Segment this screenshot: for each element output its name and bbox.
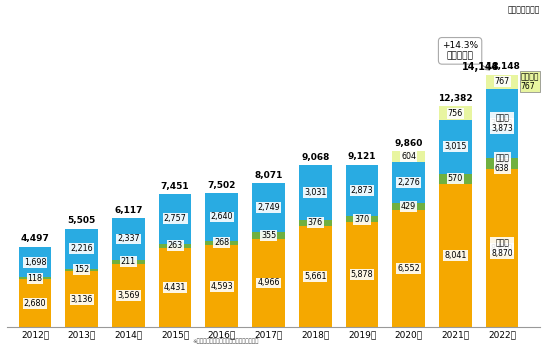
Text: 7,502: 7,502 xyxy=(208,181,236,190)
Bar xyxy=(206,245,238,327)
Text: 268: 268 xyxy=(214,238,229,247)
Text: 14,148: 14,148 xyxy=(485,62,520,71)
Bar xyxy=(159,194,191,244)
Text: 4,431: 4,431 xyxy=(164,283,186,292)
Text: 355: 355 xyxy=(261,231,276,240)
Bar xyxy=(65,268,98,271)
Text: 767: 767 xyxy=(494,77,510,86)
Bar xyxy=(19,247,51,277)
Text: 4,497: 4,497 xyxy=(20,235,50,244)
Text: 152: 152 xyxy=(74,265,89,274)
Bar xyxy=(392,151,425,162)
Text: 9,860: 9,860 xyxy=(394,139,423,148)
Bar xyxy=(112,264,145,327)
Text: 4,966: 4,966 xyxy=(257,279,280,288)
Bar xyxy=(392,162,425,203)
Text: 3,873: 3,873 xyxy=(491,119,513,128)
Bar xyxy=(439,120,472,174)
Text: 756: 756 xyxy=(448,109,463,118)
Text: 604: 604 xyxy=(401,152,416,161)
Text: 570: 570 xyxy=(448,174,463,183)
Text: 少額貨物
767: 少額貨物 767 xyxy=(521,72,540,91)
Bar xyxy=(439,174,472,184)
Text: 263: 263 xyxy=(168,242,183,251)
Text: 水産物
3,873: 水産物 3,873 xyxy=(491,113,513,133)
Text: 農産物
8,870: 農産物 8,870 xyxy=(491,238,513,258)
Text: 8,870: 8,870 xyxy=(491,244,513,253)
Bar xyxy=(19,280,51,327)
Text: 1,698: 1,698 xyxy=(24,258,46,267)
Text: 2,749: 2,749 xyxy=(257,203,280,212)
Text: 5,878: 5,878 xyxy=(351,270,373,279)
Bar xyxy=(486,75,519,89)
Bar xyxy=(252,183,285,232)
Text: 6,117: 6,117 xyxy=(114,206,142,215)
Text: 3,015: 3,015 xyxy=(444,142,466,151)
Text: 3,136: 3,136 xyxy=(70,295,93,304)
Bar xyxy=(439,106,472,120)
Bar xyxy=(299,165,332,220)
Bar xyxy=(206,193,238,240)
Bar xyxy=(486,89,519,158)
Bar xyxy=(206,240,238,245)
Bar xyxy=(392,210,425,327)
Text: （単位：億円）: （単位：億円） xyxy=(507,6,540,15)
Text: 5,661: 5,661 xyxy=(304,272,327,281)
Bar xyxy=(112,218,145,260)
Bar xyxy=(392,203,425,210)
Bar xyxy=(65,229,98,268)
Text: 429: 429 xyxy=(401,202,416,211)
Text: 12,382: 12,382 xyxy=(438,94,473,103)
Text: 376: 376 xyxy=(307,218,323,227)
Text: 2,216: 2,216 xyxy=(70,244,93,253)
Bar xyxy=(486,158,519,169)
Text: 3,031: 3,031 xyxy=(304,188,327,197)
Text: 2,680: 2,680 xyxy=(24,299,46,308)
Text: 6,552: 6,552 xyxy=(397,264,420,273)
Bar xyxy=(345,165,378,216)
Text: 8,071: 8,071 xyxy=(254,171,283,180)
Text: 林産物
638: 林産物 638 xyxy=(495,154,509,173)
Bar xyxy=(345,216,378,222)
Bar xyxy=(299,220,332,226)
Bar xyxy=(252,239,285,327)
Text: 4,593: 4,593 xyxy=(211,282,233,291)
Bar xyxy=(299,226,332,327)
Bar xyxy=(65,271,98,327)
Bar xyxy=(159,244,191,248)
Text: 638: 638 xyxy=(494,159,510,168)
Text: 9,121: 9,121 xyxy=(348,152,376,161)
Text: 14,148: 14,148 xyxy=(462,62,500,72)
Text: 2,757: 2,757 xyxy=(164,215,186,224)
Text: 2,873: 2,873 xyxy=(351,186,373,195)
Bar xyxy=(252,232,285,239)
Text: 3,569: 3,569 xyxy=(117,291,140,300)
Bar xyxy=(439,184,472,327)
Bar xyxy=(159,248,191,327)
Text: +14.3%
（前年比）: +14.3% （前年比） xyxy=(442,41,490,70)
Text: 118: 118 xyxy=(28,274,42,283)
Text: 5,505: 5,505 xyxy=(68,217,96,226)
Text: 211: 211 xyxy=(121,257,136,266)
Text: 7,451: 7,451 xyxy=(161,182,189,191)
Bar xyxy=(345,222,378,327)
Bar xyxy=(112,260,145,264)
Text: 9,068: 9,068 xyxy=(301,153,329,162)
Text: 2,640: 2,640 xyxy=(211,212,233,221)
Text: 370: 370 xyxy=(354,215,370,224)
Text: 2,276: 2,276 xyxy=(397,178,420,187)
Bar xyxy=(486,169,519,327)
Text: 2,337: 2,337 xyxy=(117,235,140,244)
Text: ※財務省「貿易統計」を基に農林水産省作成: ※財務省「貿易統計」を基に農林水産省作成 xyxy=(192,339,259,344)
Text: 8,041: 8,041 xyxy=(444,251,466,260)
Bar xyxy=(19,277,51,280)
